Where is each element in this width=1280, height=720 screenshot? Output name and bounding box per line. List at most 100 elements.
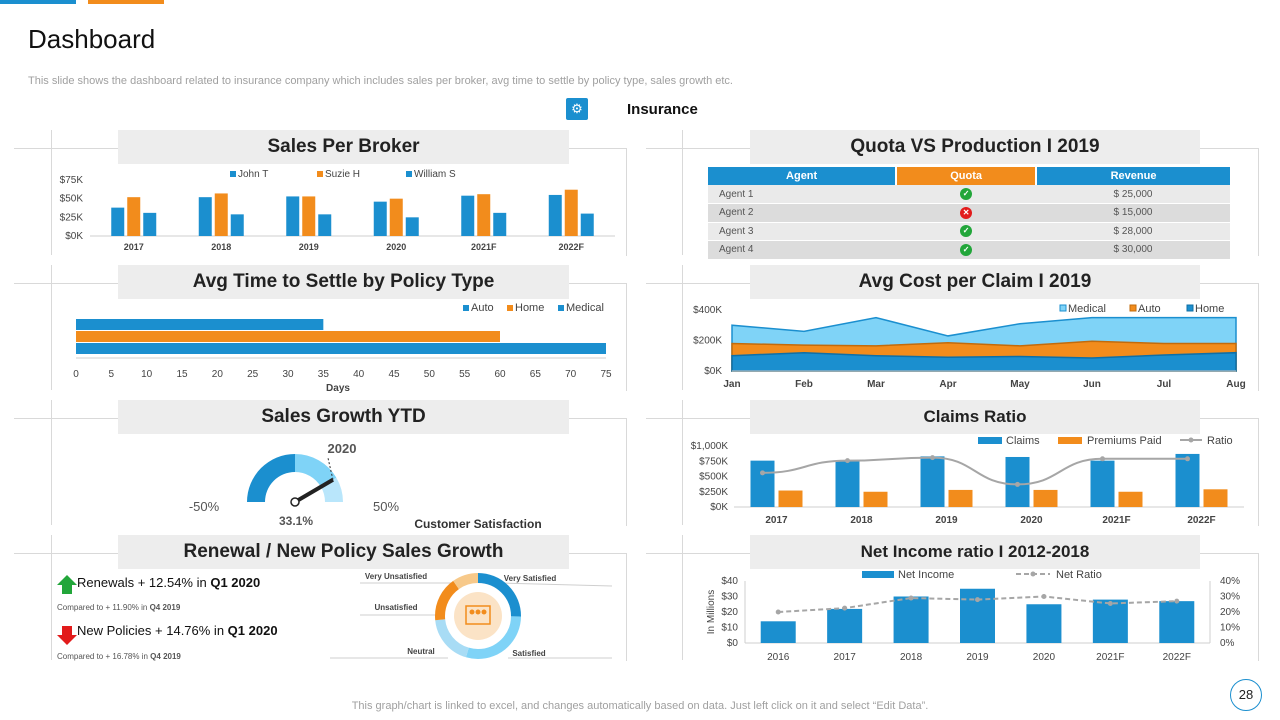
y-tick-label: $20 <box>721 607 738 618</box>
down-arrow-icon <box>57 635 77 645</box>
x-tick-label: 15 <box>176 369 188 380</box>
bar-premiums-paid <box>948 489 973 507</box>
y2-tick-label: 10% <box>1220 623 1240 634</box>
bar-william-s <box>230 214 244 236</box>
legend-label: Home <box>1195 303 1224 315</box>
table-header-agent: Agent <box>708 167 897 185</box>
agent-cell: Agent 1 <box>708 185 897 204</box>
frame-line <box>1258 283 1259 391</box>
bar-net-income <box>827 608 863 643</box>
sales-growth-gauge: 2020 -50% 50% 33.1% Customer Satisfactio… <box>189 441 542 531</box>
bar-auto <box>76 319 324 330</box>
x-tick-label: 35 <box>318 369 330 380</box>
x-tick-label: 45 <box>388 369 400 380</box>
legend-label: Home <box>515 302 544 314</box>
x-tick-label: 2017 <box>834 652 857 663</box>
y-tick-label: $200K <box>693 336 722 347</box>
y-tick-label: $30 <box>721 592 738 603</box>
new-policies-period: Q1 2020 <box>227 623 278 638</box>
net-ratio-point <box>908 595 914 601</box>
frame-line <box>51 400 52 525</box>
donut-label-unsatisfied: Unsatisfied <box>374 603 417 612</box>
x-tick-label: 2016 <box>767 652 790 663</box>
y2-tick-label: 40% <box>1220 576 1240 587</box>
ratio-point <box>1015 481 1020 487</box>
legend-label: Ratio <box>1207 435 1233 447</box>
donut-slice-very-unsatisfied <box>435 573 521 659</box>
legend-label: Medical <box>1068 303 1106 315</box>
people-icon <box>465 605 491 625</box>
bar-premiums-paid <box>1033 489 1058 507</box>
bar-william-s <box>580 213 594 236</box>
panel-title-avg-time: Avg Time to Settle by Policy Type <box>118 265 569 299</box>
frame-line <box>51 265 52 390</box>
legend-label: Premiums Paid <box>1087 435 1162 447</box>
frame-line <box>1258 148 1259 256</box>
net-income-chart: $0 $10 $20 $30 $40 0% 10% 20% 30% 40% In Millions 2… <box>706 569 1240 663</box>
donut-center <box>454 592 502 640</box>
legend-label: Suzie H <box>325 169 360 180</box>
gauge-pivot <box>290 497 300 507</box>
x-tick-label: 0 <box>73 369 79 380</box>
x-tick-label: 10 <box>141 369 153 380</box>
legend-swatch <box>463 305 469 311</box>
x-tick-label: 2019 <box>966 652 989 663</box>
donut-label-very-unsatisfied: Very Unsatisfied <box>365 572 427 581</box>
gauge-caption: Customer Satisfaction <box>414 517 541 531</box>
page-number: 28 <box>1230 679 1262 711</box>
x-tick-label: May <box>1010 379 1030 390</box>
legend-swatch <box>558 305 564 311</box>
renewals-compare-period: Q4 2019 <box>149 603 181 612</box>
bar-suzie-h <box>214 193 228 236</box>
x-tick-label: 60 <box>494 369 506 380</box>
x-tick-label: 2018 <box>900 652 923 663</box>
donut-slice-satisfied <box>435 573 521 659</box>
net-ratio-point <box>775 609 781 615</box>
x-tick-label: 75 <box>600 369 612 380</box>
x-tick-label: Mar <box>867 379 885 390</box>
panel-title-net-income: Net Income ratio I 2012-2018 <box>750 535 1200 569</box>
y2-tick-label: 30% <box>1220 592 1240 603</box>
y-tick-label: $0K <box>710 502 728 513</box>
legend-label: Auto <box>471 302 494 314</box>
y-tick-label: $0 <box>727 638 739 649</box>
bar-william-s <box>143 212 157 236</box>
footer-note: This graph/chart is linked to excel, and… <box>351 700 929 712</box>
insurance-icon: ⚙ <box>566 98 588 120</box>
x-axis-label: Days <box>326 383 350 394</box>
x-tick-label: 65 <box>530 369 542 380</box>
panel-title-quota: Quota VS Production I 2019 <box>750 130 1200 164</box>
net-ratio-point <box>1174 598 1180 604</box>
x-tick-label: Apr <box>939 379 956 390</box>
panel-title-renewal: Renewal / New Policy Sales Growth <box>118 535 569 569</box>
x-tick-label: 2020 <box>1020 515 1043 526</box>
line-ratio <box>762 456 1188 486</box>
donut-label-neutral: Neutral <box>407 647 435 656</box>
bar-william-s <box>405 217 419 236</box>
y-tick-label: $75K <box>60 175 84 186</box>
bar-home <box>76 331 500 342</box>
donut-slice-unsatisfied <box>435 573 521 659</box>
y-tick-label: $0K <box>704 366 722 377</box>
bar-medical <box>76 343 606 354</box>
area-home <box>731 351 1237 372</box>
x-tick-label: 2022F <box>1187 515 1215 526</box>
frame-line <box>682 130 683 255</box>
legend-swatch <box>1129 304 1137 312</box>
frame-line <box>626 283 627 391</box>
people-icon-head <box>481 609 487 615</box>
ratio-point <box>845 458 850 464</box>
bar-john-t <box>461 195 475 236</box>
revenue-cell: $ 30,000 <box>1036 240 1230 260</box>
donut-leader-line <box>499 582 613 587</box>
quota-cell: ✓ <box>896 222 1037 241</box>
y-tick-label: $500K <box>699 472 728 483</box>
revenue-cell: $ 25,000 <box>1036 185 1230 204</box>
x-tick-label: 30 <box>282 369 294 380</box>
frame-line <box>626 553 627 661</box>
frame-line <box>682 535 683 660</box>
donut-label-satisfied: Satisfied <box>512 649 545 658</box>
bar-suzie-h <box>564 189 578 236</box>
bar-suzie-h <box>477 194 491 236</box>
y-tick-label: $10 <box>721 623 738 634</box>
